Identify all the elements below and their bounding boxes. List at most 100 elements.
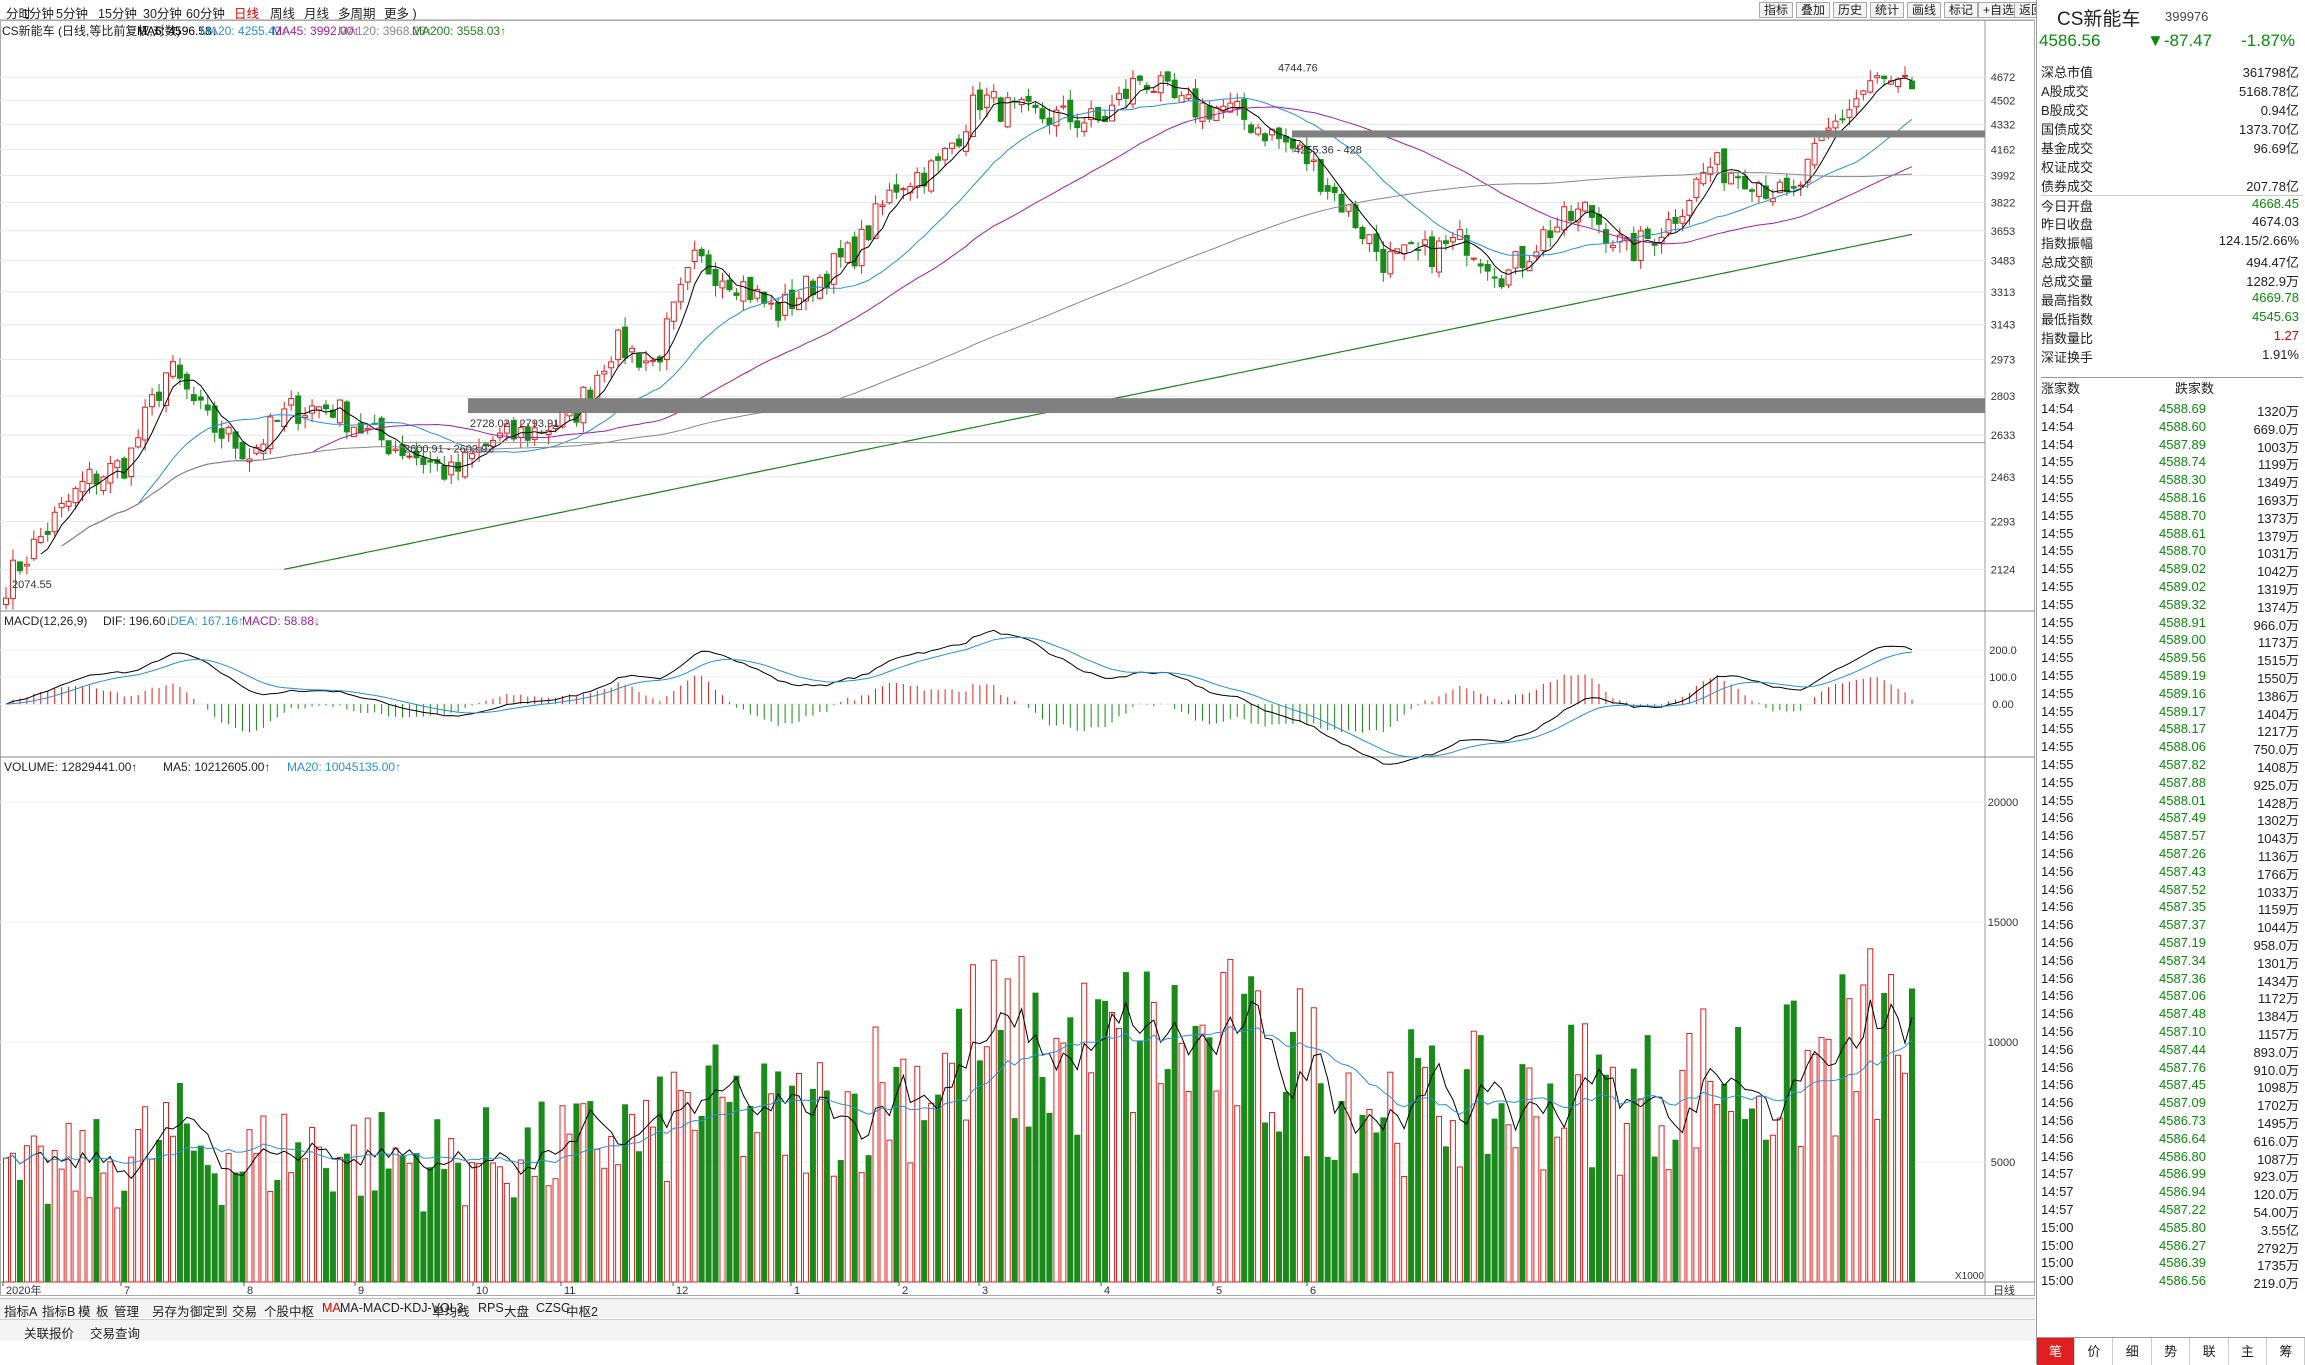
stat-label: 国债成交	[2041, 122, 2094, 137]
volume-ma20-line	[5, 1025, 1913, 1165]
volume-bar	[1735, 1027, 1742, 1283]
toolbar-button-4[interactable]: 画线	[1907, 2, 1942, 18]
period-tab-9[interactable]: 多周期	[338, 7, 376, 21]
period-tab-4[interactable]: 30分钟	[143, 7, 182, 21]
volume-bar	[1136, 1040, 1143, 1283]
volume-bar	[322, 1168, 329, 1283]
tick-price: 4586.99	[2159, 1166, 2206, 1182]
indicator-tab-4[interactable]: 管理	[114, 1305, 140, 1319]
volume-bar	[1769, 1134, 1776, 1283]
volume-bar	[865, 1155, 872, 1283]
indicator-tab-10[interactable]: MA-MACD-KDJ-VOL3	[340, 1301, 464, 1315]
candle-body	[1095, 106, 1102, 121]
tick-time: 14:56	[2041, 1006, 2074, 1022]
volume-bar	[983, 1046, 990, 1283]
candle-body	[663, 318, 670, 361]
indicator-tab-14[interactable]: CZSC	[536, 1301, 571, 1315]
indicator-tab-6[interactable]: 御定到	[190, 1305, 228, 1319]
stat-value: 124.15/2.66%	[2218, 233, 2299, 248]
candle-body	[197, 396, 204, 401]
toolbar-button-6[interactable]: +自选	[1978, 2, 2020, 18]
xaxis-period-label: 日线	[1993, 1283, 2015, 1296]
candle-body	[1088, 108, 1095, 121]
indicator-tab-5[interactable]: 另存为	[152, 1305, 190, 1319]
period-tab-7[interactable]: 周线	[270, 7, 296, 21]
macd-histogram	[12, 674, 1913, 733]
kline-chart[interactable]: 4672450243324162399238223653348333133143…	[0, 20, 2035, 1297]
sidebar-tab-4[interactable]: 联	[2191, 1338, 2229, 1365]
volume-bar	[949, 1062, 956, 1283]
sidebar-tab-1[interactable]: 价	[2075, 1338, 2114, 1365]
sidebar-tab-0[interactable]: 笔	[2037, 1338, 2075, 1365]
toolbar-button-5[interactable]: 标记	[1944, 2, 1979, 18]
volume-bar	[656, 1076, 663, 1283]
sidebar-tab-3[interactable]: 势	[2152, 1338, 2191, 1365]
toolbar-button-1[interactable]: 叠加	[1796, 2, 1831, 18]
volume-bar	[858, 1172, 865, 1283]
tick-volume: 54.00万	[2253, 1205, 2299, 1220]
indicator-tab-7[interactable]: 交易	[232, 1305, 258, 1319]
period-tab-10[interactable]: 更多 )	[384, 7, 417, 21]
indicator-tab-2[interactable]: 模	[78, 1305, 91, 1319]
candle-body	[1025, 95, 1032, 102]
indicator-tab-12[interactable]: RPS	[478, 1301, 504, 1315]
volume-bar	[100, 1172, 107, 1283]
volume-unit-label: X1000	[1955, 1271, 1984, 1282]
candle-body	[872, 203, 879, 239]
indicator-tab-8[interactable]: 个股中枢	[264, 1305, 315, 1319]
volume-bar	[969, 964, 976, 1283]
volume-bar	[1783, 1004, 1790, 1283]
candle-body	[37, 536, 44, 544]
indicator-tab-11[interactable]: 单均线	[432, 1305, 470, 1319]
volume-bar	[962, 1119, 969, 1283]
toolbar-button-3[interactable]: 统计	[1870, 2, 1905, 18]
volume-bar	[1561, 1127, 1568, 1283]
volume-bar	[1853, 1091, 1860, 1283]
stat-row: 权证成交	[2041, 157, 2303, 176]
indicator-tab-15[interactable]: 中枢2	[566, 1305, 598, 1319]
indicator-tab-3[interactable]: 板	[96, 1305, 109, 1319]
volume-bar	[1686, 1033, 1693, 1283]
volume-bar	[802, 1172, 809, 1283]
indicator-tab-0[interactable]: 指标A	[4, 1305, 38, 1319]
tick-row: 14:56 4587.34 1301万	[2041, 953, 2303, 971]
toolbar-button-0[interactable]: 指标	[1759, 2, 1794, 18]
tick-volume: 3.55亿	[2260, 1222, 2299, 1238]
candle-body	[837, 248, 844, 258]
candle-body	[1853, 98, 1860, 108]
tick-row: 14:56 4587.44 893.0万	[2041, 1042, 2303, 1060]
period-tab-1[interactable]: 1分钟	[22, 7, 54, 21]
indicator-tab-1[interactable]: 指标B	[42, 1305, 76, 1319]
chart-area[interactable]: 4672 4502 4332 4162 3992 3822 3653 3483 3313 3143…	[0, 20, 2035, 1297]
tick-row: 14:57 4587.22 54.00万	[2041, 1202, 2303, 1220]
bottom-tab-1[interactable]: 交易查询	[90, 1327, 141, 1341]
period-tab-0[interactable]: 分时	[6, 7, 32, 21]
period-tab-6[interactable]: 日线	[234, 7, 260, 21]
candle-body	[587, 389, 594, 399]
period-tab-3[interactable]: 15分钟	[98, 7, 137, 21]
volume-bar	[1512, 1147, 1519, 1283]
toolbar-button-2[interactable]: 历史	[1833, 2, 1868, 18]
tick-time: 14:54	[2041, 436, 2074, 452]
period-tab-2[interactable]: 5分钟	[56, 7, 88, 21]
volume-bar	[149, 1158, 156, 1283]
tick-time: 14:56	[2041, 846, 2074, 861]
sidebar-tab-5[interactable]: 主	[2229, 1338, 2267, 1365]
volume-bar	[232, 1172, 239, 1283]
candle-body	[128, 447, 135, 478]
candle-body	[44, 531, 51, 535]
volume-bar	[997, 1029, 1004, 1283]
candle-body	[1644, 228, 1651, 239]
sidebar-tab-6[interactable]: 筹	[2267, 1338, 2305, 1365]
period-tab-5[interactable]: 60分钟	[186, 7, 225, 21]
candles	[3, 66, 1915, 610]
volume-bar	[1275, 1131, 1282, 1283]
period-tab-8[interactable]: 月线	[304, 7, 330, 21]
candle-body	[183, 373, 190, 390]
sidebar-tab-2[interactable]: 细	[2114, 1338, 2152, 1365]
tick-time: 14:56	[2041, 917, 2074, 933]
indicator-tab-13[interactable]: 大盘	[504, 1305, 530, 1319]
indicator-tab-9[interactable]: MA	[322, 1301, 341, 1315]
bottom-tab-0[interactable]: 关联报价	[24, 1327, 75, 1341]
tick-volume: 1172万	[2258, 991, 2299, 1007]
